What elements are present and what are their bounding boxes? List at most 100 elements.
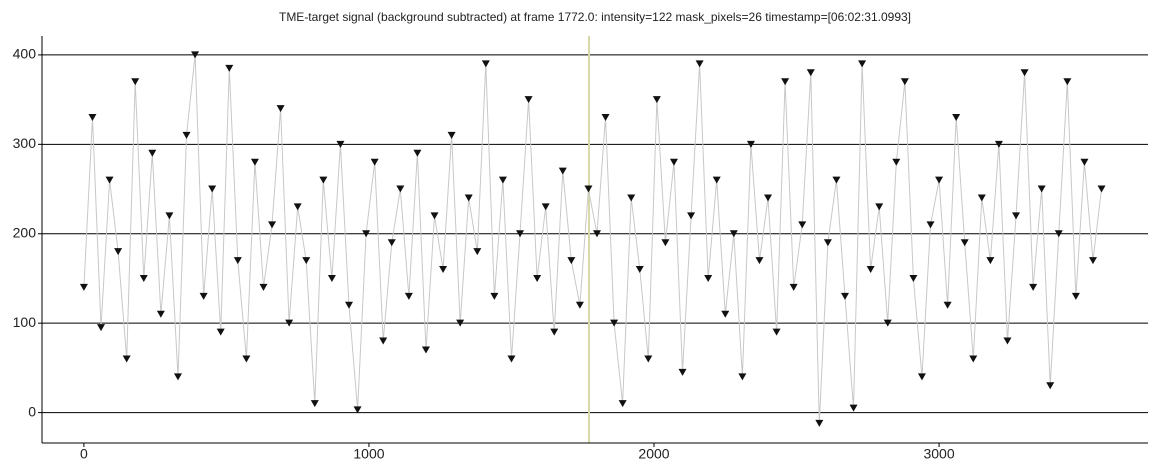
point-marker [721,310,730,318]
point-marker [353,406,362,414]
point-marker [165,212,174,220]
point-marker [977,194,986,202]
point-marker [250,158,259,166]
point-marker [892,158,901,166]
y-tick-label: 0 [28,403,36,419]
point-marker [900,78,909,86]
point-marker [678,368,687,376]
point-marker [575,301,584,309]
point-marker [669,158,678,166]
point-marker [362,230,371,238]
point-marker [182,131,191,139]
x-tick-label: 2000 [638,446,669,462]
point-marker [935,176,944,184]
point-marker [969,355,978,363]
point-marker [840,292,849,300]
point-marker [122,355,131,363]
point-marker [823,239,832,247]
point-marker [875,203,884,211]
point-marker [584,185,593,193]
point-marker [1046,382,1055,390]
point-marker [764,194,773,202]
point-marker [601,114,610,122]
point-marker [627,194,636,202]
point-marker [772,328,781,336]
point-marker [866,266,875,274]
point-marker [370,158,379,166]
point-marker [199,292,208,300]
point-marker [481,60,490,68]
point-marker [345,301,354,309]
point-marker [1037,185,1046,193]
point-marker [1097,185,1106,193]
point-marker [1063,78,1072,86]
point-marker [883,319,892,327]
point-marker [327,274,336,282]
point-marker [1003,337,1012,345]
point-marker [909,274,918,282]
point-marker [285,319,294,327]
point-marker [302,257,311,265]
point-marker [473,248,482,256]
point-marker [806,69,815,77]
point-marker [156,310,165,318]
point-marker [1020,69,1029,77]
point-marker [114,248,123,256]
point-marker [88,114,97,122]
x-tick-label: 1000 [353,446,384,462]
point-marker [319,176,328,184]
point-marker [447,131,456,139]
point-marker [225,64,234,72]
y-tick-label: 200 [13,224,37,240]
point-marker [1029,283,1038,291]
signal-line [83,54,1102,424]
point-marker [781,78,790,86]
x-tick-label: 0 [80,446,88,462]
point-marker [610,319,619,327]
point-marker [635,266,644,274]
point-marker [507,355,516,363]
point-marker [943,301,952,309]
point-marker [704,274,713,282]
point-marker [644,355,653,363]
chart-title: TME-target signal (background subtracted… [279,10,911,24]
point-marker [558,167,567,175]
point-marker [652,96,661,104]
y-tick-label: 300 [13,135,37,151]
point-marker [490,292,499,300]
point-marker [550,328,559,336]
point-marker [97,324,106,332]
point-marker [1080,158,1089,166]
point-marker [396,185,405,193]
point-marker [738,373,747,381]
point-marker [746,140,755,148]
point-marker [567,257,576,265]
point-marker [994,140,1003,148]
point-marker [387,239,396,247]
point-marker [268,221,277,229]
y-tick-label: 100 [13,314,37,330]
point-marker [524,96,533,104]
point-marker [832,176,841,184]
point-marker [293,203,302,211]
point-marker [695,60,704,68]
point-marker [79,283,88,291]
point-marker [430,212,439,220]
point-marker [310,400,319,408]
point-marker [755,257,764,265]
point-marker [148,149,157,157]
point-marker [1054,230,1063,238]
y-tick-label: 400 [13,46,37,62]
point-marker [404,292,413,300]
point-marker [533,274,542,282]
point-marker [421,346,430,354]
point-marker [926,221,935,229]
point-marker [1012,212,1021,220]
point-marker [233,257,242,265]
point-marker [1088,257,1097,265]
x-tick-label: 3000 [923,446,954,462]
point-marker [960,239,969,247]
point-marker [858,60,867,68]
